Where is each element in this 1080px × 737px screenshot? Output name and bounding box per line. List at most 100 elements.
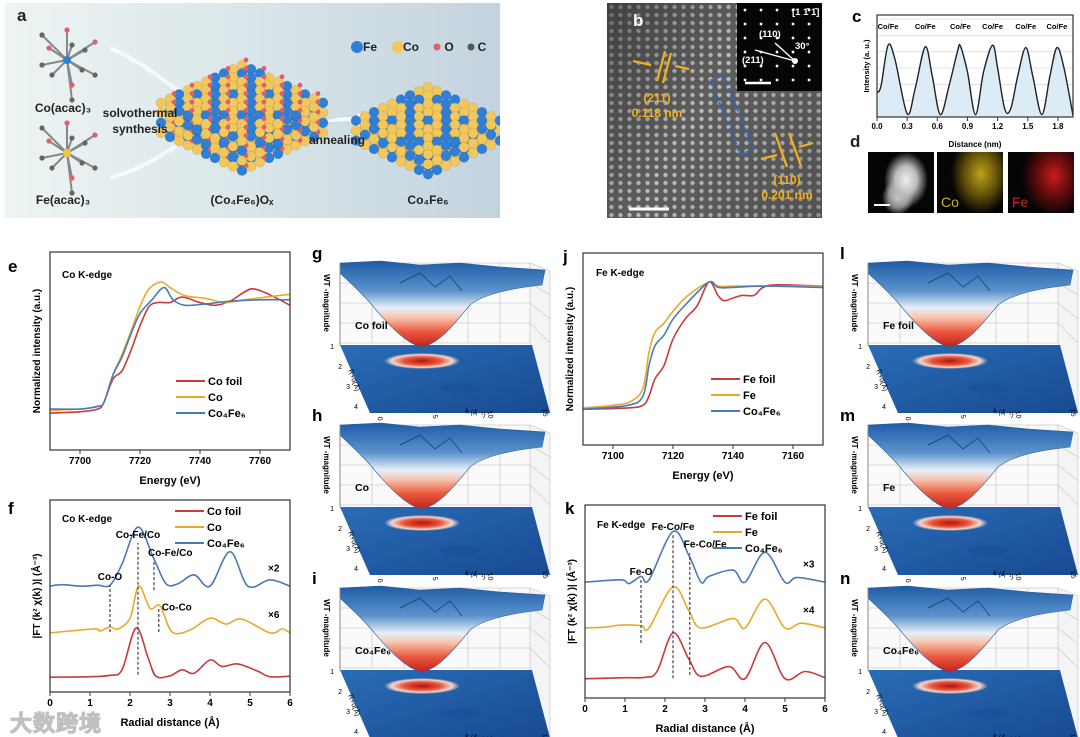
bond — [41, 127, 68, 154]
y-tick-label: 3 — [874, 384, 878, 391]
atom — [64, 120, 70, 126]
atom — [49, 72, 55, 78]
legend-label: Co₄Fe₆ — [745, 543, 783, 555]
peak-label: Co/Fe — [982, 22, 1003, 31]
curve-arrow-decoration — [109, 46, 181, 93]
z-axis-label: WT -magnitude — [850, 274, 859, 332]
wt-surface — [867, 260, 1074, 348]
o-atom — [279, 74, 285, 80]
series-line-Co₄Fe₆ — [582, 280, 824, 410]
o-atom — [225, 116, 231, 122]
o-atom — [189, 91, 195, 96]
plot-frame — [49, 251, 291, 451]
o-atom — [279, 99, 285, 105]
co-acac-molecule-icon — [39, 27, 98, 103]
fe-atom — [494, 115, 500, 126]
co-atom — [359, 119, 371, 131]
z-axis-label: WT -magnitude — [850, 599, 859, 657]
o-atom — [261, 108, 267, 113]
atom — [39, 62, 45, 68]
y-tick-label: 1 — [330, 669, 334, 676]
y-axis-label: Normalized intensity (a.u.) — [565, 287, 576, 411]
co-atom — [494, 125, 500, 136]
y-tick-label: 4 — [882, 566, 886, 573]
x-tick-label: 5 — [247, 698, 253, 709]
o-atom — [225, 124, 231, 130]
y-tick-label: 4 — [354, 729, 358, 736]
o-atom — [261, 66, 267, 71]
o-atom — [171, 99, 177, 105]
co-eds-map: Co — [937, 152, 1003, 213]
y-tick-label: 3 — [346, 546, 350, 553]
chart-panel-j: j 7100 7120 7140 7160 Energy (eV) Normalized i… — [562, 247, 824, 482]
peak-label: Co/Fe — [878, 22, 899, 31]
co-atom — [485, 119, 497, 131]
legend-atom-c-icon — [467, 43, 475, 51]
co-atom — [236, 135, 248, 146]
bond — [41, 152, 68, 159]
lattice-fringe-line — [655, 50, 667, 82]
x-tick-label: 0 — [904, 578, 912, 583]
y-tick-label: 1 — [330, 344, 334, 351]
chart-panel-k: k ×4 ×3 Fe-O Fe-Co/Fe Fe-Co/Fe 0 1 2 3 4 5 6 Radial d… — [565, 499, 828, 735]
x-tick-label: 10 — [485, 410, 493, 419]
area-fill-0 — [877, 43, 1073, 117]
co-atom — [422, 148, 434, 160]
series-line-Co foil — [49, 627, 291, 679]
o-atom — [189, 108, 195, 113]
x-tick-label: 2 — [662, 704, 668, 715]
peak-label: Co/Fe — [1046, 22, 1067, 31]
y-tick-label: 4 — [354, 404, 358, 411]
surface-ridge — [399, 434, 463, 454]
fe-acac-molecule-icon — [39, 120, 98, 196]
plot-title: Co K-edge — [62, 514, 112, 525]
gridline — [1057, 484, 1079, 506]
chart-panel-f: f ×6 ×2 Co-O Co-Fe/Co Co-Fe/Co Co-Co 0 1 2 3 4 5 6 Rad… — [8, 499, 293, 729]
x-tick-label: 10 — [1013, 735, 1021, 737]
x-tick-label: 3 — [702, 704, 708, 715]
surface-ridge — [927, 434, 991, 454]
atom — [46, 45, 52, 51]
y-tick-label: 2 — [866, 689, 870, 696]
gridline — [529, 484, 551, 506]
bond — [66, 41, 96, 61]
panel-label-g: g — [312, 244, 322, 263]
o-atom — [243, 66, 249, 71]
fe-atom — [350, 115, 362, 126]
atom — [92, 72, 98, 78]
x-tick-label: 1.2 — [992, 122, 1004, 131]
z-axis-label: WT -magnitude — [850, 436, 859, 494]
atom — [82, 140, 88, 146]
y-tick-label: 1 — [858, 506, 862, 513]
wt-surface — [867, 422, 1074, 510]
saed-inset: [1 1̄ 1̄] (110) (211) 30° — [737, 3, 822, 91]
legend-label: Co — [208, 392, 223, 404]
panel-label-f: f — [8, 499, 14, 518]
atom — [92, 39, 98, 45]
x-tick-label: 5 — [959, 414, 967, 419]
lattice-fringe-line — [661, 52, 673, 84]
o-atom — [243, 82, 249, 88]
bond-annotation: Co-Co — [162, 602, 192, 613]
metal-atom — [63, 56, 71, 64]
step1-label-line1: solvothermal — [102, 106, 178, 120]
o-atom — [297, 99, 303, 105]
x-tick-label: 1 — [87, 698, 93, 709]
gridline — [1057, 302, 1079, 320]
o-atom — [279, 116, 285, 122]
panel-label-l: l — [840, 244, 845, 263]
y-tick-label: 2 — [338, 689, 342, 696]
y-tick-label: 3 — [346, 709, 350, 716]
panel-label-b: b — [633, 11, 644, 30]
y-tick-label: 2 — [866, 526, 870, 533]
spacing-label-110: 0.201 nm — [761, 188, 813, 202]
saed-arrows — [745, 42, 798, 85]
bond-annotation: Fe-Co/Fe — [652, 522, 695, 533]
x-tick-label: 4 — [207, 698, 213, 709]
intermediate-label: (Co₄Fe₆)Oₓ — [210, 193, 274, 207]
surface-ridge — [399, 597, 463, 617]
bond — [41, 59, 68, 66]
x-tick-label: 7160 — [782, 451, 805, 462]
